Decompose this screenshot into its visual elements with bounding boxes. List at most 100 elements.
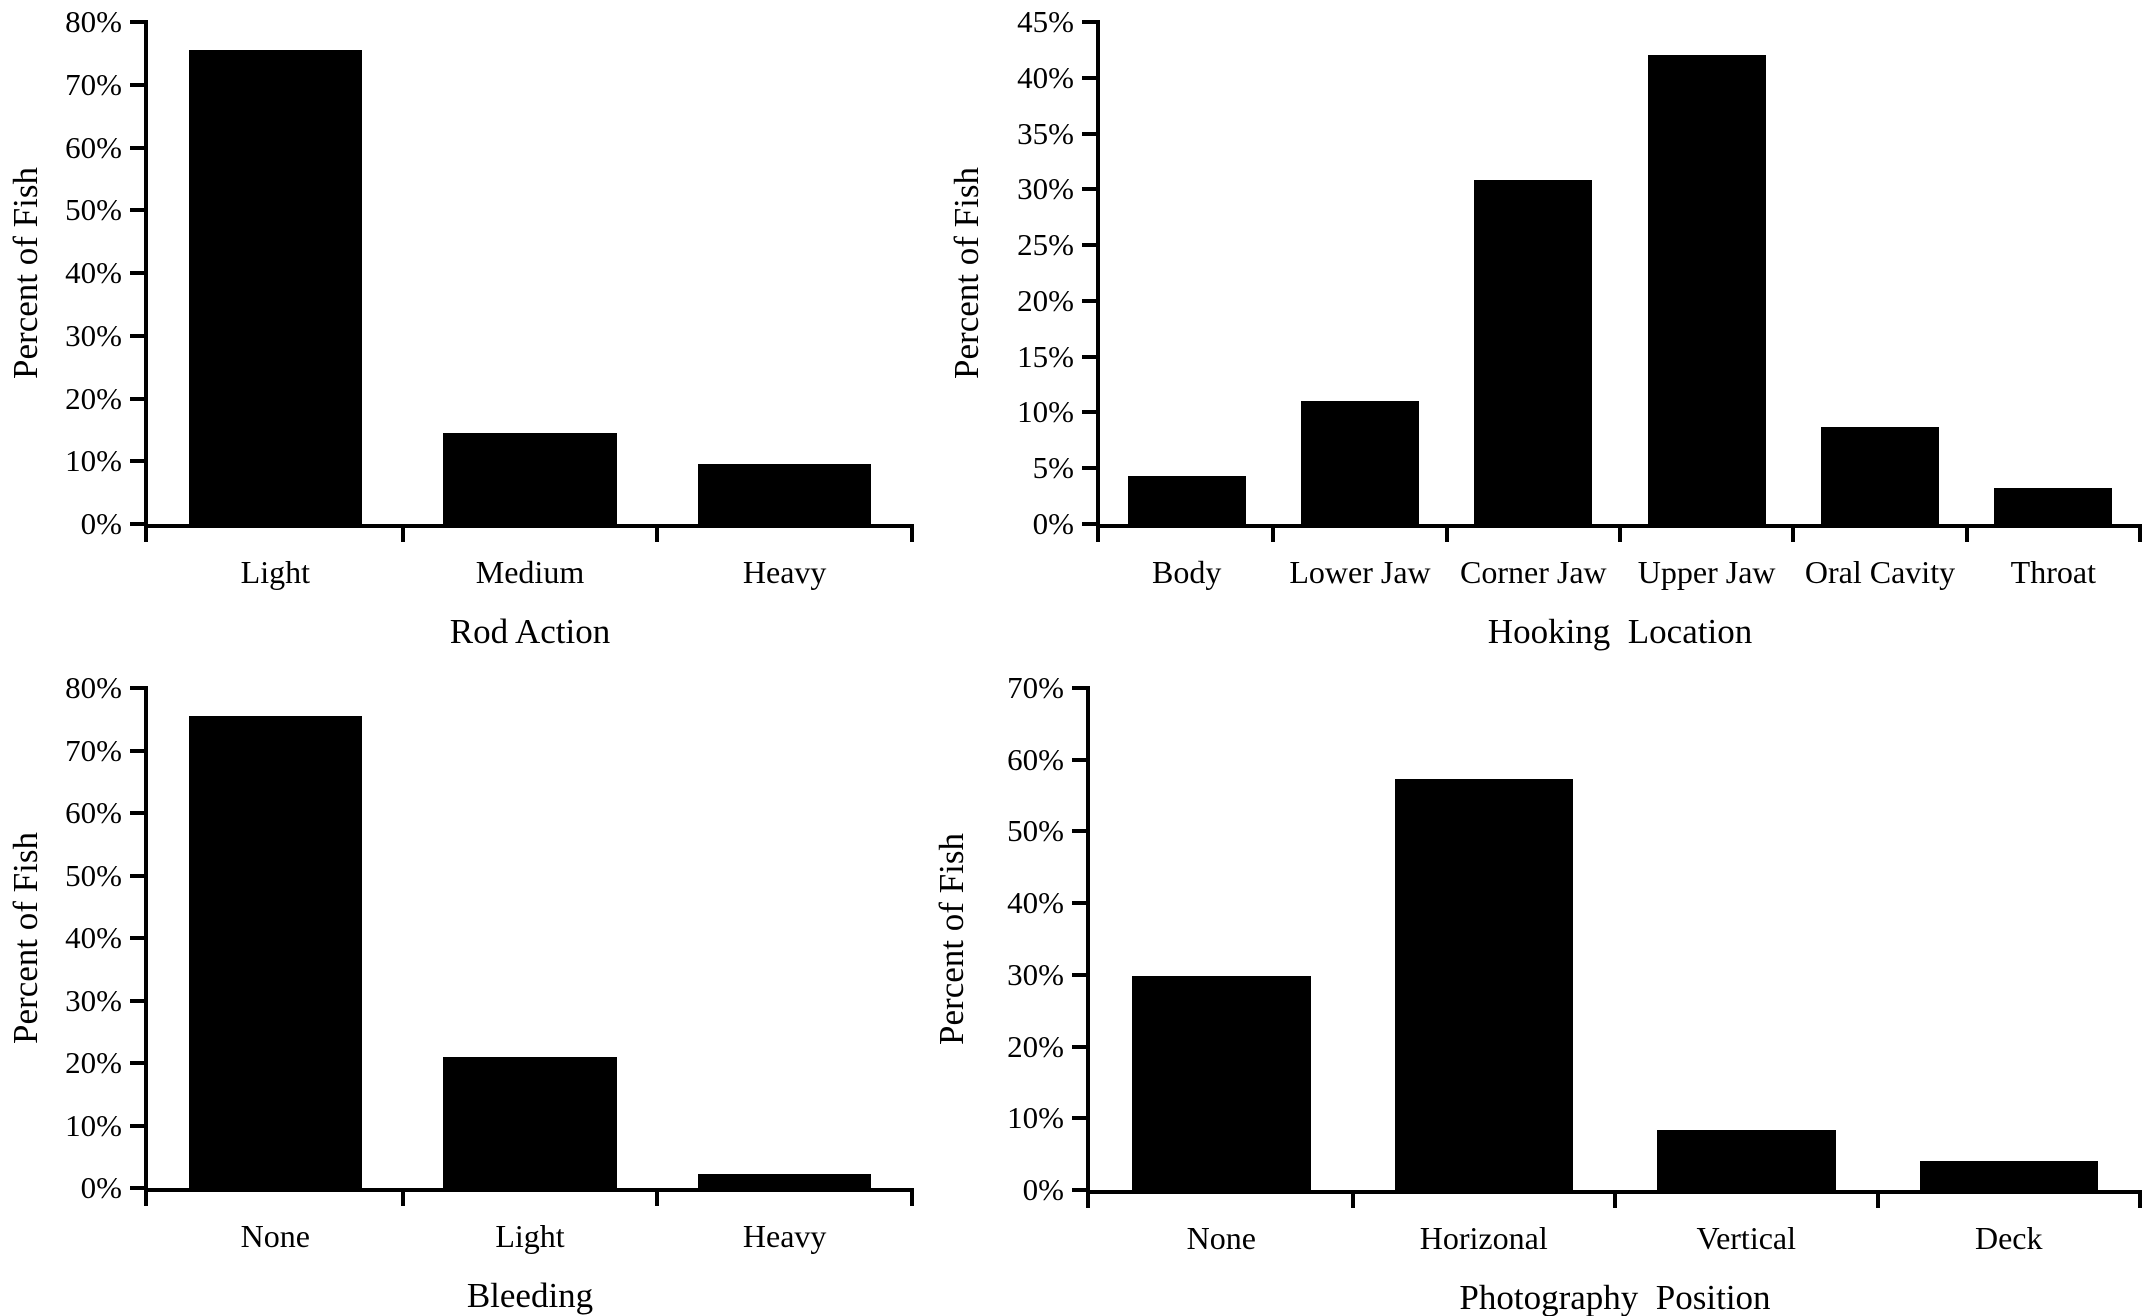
bar-vertical: [1657, 1130, 1836, 1190]
y-tick-label: 20%: [1007, 1028, 1064, 1064]
x-category-label: Heavy: [742, 554, 827, 590]
x-category-label: Oral Cavity: [1804, 554, 1956, 590]
bar-none: [1132, 976, 1311, 1190]
x-tick: [1271, 524, 1276, 542]
bar-lower-jaw: [1301, 401, 1419, 524]
y-tick-label: 70%: [1007, 670, 1064, 705]
y-tick-label: 10%: [65, 443, 122, 479]
y-tick: [130, 271, 144, 275]
y-tick-label: 20%: [65, 1045, 122, 1080]
bar-light: [188, 50, 362, 524]
x-category-label: Lower Jaw: [1289, 554, 1431, 590]
y-tick-label: 50%: [65, 857, 122, 893]
y-tick: [130, 396, 144, 401]
x-tick: [655, 1188, 660, 1206]
y-tick-label: 15%: [1017, 338, 1074, 374]
y-tick-label: 10%: [1007, 1100, 1064, 1136]
y-axis-line: [1096, 20, 1100, 542]
x-category-label: Throat: [2010, 554, 2096, 590]
y-tick: [1082, 20, 1096, 24]
bar-heavy: [698, 464, 872, 524]
bar-body: [1127, 476, 1246, 524]
x-category-label: Light: [495, 1218, 565, 1254]
y-tick: [1082, 187, 1096, 192]
y-tick-label: 30%: [1007, 956, 1064, 992]
y-tick-label: 30%: [1017, 171, 1074, 207]
y-tick-label: 35%: [1017, 115, 1074, 151]
bar-horizonal: [1394, 779, 1573, 1190]
x-category-label: Upper Jaw: [1637, 554, 1776, 590]
y-tick-label: 10%: [1017, 394, 1074, 430]
x-tick: [400, 524, 405, 542]
y-tick: [1082, 466, 1096, 471]
x-axis-line: [144, 1188, 914, 1192]
y-tick: [130, 20, 144, 24]
y-axis-title: Percent of Fish: [932, 833, 971, 1045]
y-tick-label: 45%: [1017, 4, 1074, 39]
y-tick: [1082, 131, 1096, 136]
y-axis-line: [144, 686, 148, 1206]
y-tick: [1072, 901, 1086, 906]
y-tick: [130, 145, 144, 150]
y-tick-label: 0%: [1022, 1172, 1064, 1207]
x-tick: [1613, 1190, 1617, 1208]
bar-corner-jaw: [1474, 180, 1593, 524]
y-tick: [130, 208, 144, 213]
x-tick: [1618, 524, 1622, 542]
y-tick: [130, 459, 144, 464]
bar-oral-cavity: [1821, 426, 1939, 524]
x-axis-title: Bleeding: [466, 1276, 594, 1315]
bar-none: [188, 716, 362, 1188]
y-axis-title: Percent of Fish: [947, 167, 986, 379]
x-category-label: Heavy: [742, 1218, 827, 1254]
y-tick-label: 40%: [1007, 885, 1064, 921]
y-axis-title: Percent of Fish: [6, 167, 45, 379]
x-category-label: Corner Jaw: [1460, 554, 1607, 590]
x-axis-line: [1096, 524, 2142, 528]
y-tick: [1082, 298, 1096, 303]
y-tick: [1072, 1188, 1086, 1192]
y-tick: [1082, 410, 1096, 415]
y-tick-label: 30%: [65, 982, 122, 1018]
y-tick-label: 80%: [65, 670, 122, 705]
x-axis-title: Rod Action: [449, 612, 611, 651]
bar-throat: [1994, 488, 2113, 524]
x-axis-line: [144, 524, 914, 528]
y-tick-label: 70%: [65, 66, 122, 102]
y-tick-label: 80%: [65, 4, 122, 39]
y-tick: [130, 686, 144, 690]
y-tick: [1072, 829, 1086, 834]
x-tick: [1791, 524, 1796, 542]
y-tick: [130, 1061, 144, 1065]
bar-medium: [443, 433, 617, 524]
y-tick-label: 0%: [80, 506, 122, 541]
bar-deck: [1919, 1161, 2098, 1190]
bar-light: [443, 1056, 617, 1188]
y-tick: [130, 1186, 144, 1190]
y-tick-label: 40%: [65, 920, 122, 955]
x-category-label: Deck: [1974, 1220, 2043, 1256]
y-tick: [1082, 522, 1096, 526]
x-tick: [1444, 524, 1449, 542]
y-tick-label: 50%: [1007, 813, 1064, 849]
x-tick: [910, 524, 914, 542]
x-axis-title: Hooking Location: [1487, 612, 1753, 651]
y-tick-label: 60%: [65, 795, 122, 830]
y-tick: [130, 936, 144, 940]
x-category-label: Light: [240, 554, 310, 590]
y-tick: [1072, 1116, 1086, 1121]
x-tick: [655, 524, 660, 542]
x-tick: [910, 1188, 914, 1206]
y-tick-label: 20%: [1017, 282, 1074, 318]
y-tick-label: 50%: [65, 192, 122, 228]
y-tick: [130, 333, 144, 338]
y-tick: [1082, 354, 1096, 359]
y-tick-label: 25%: [1017, 227, 1074, 263]
y-tick-label: 30%: [65, 317, 122, 353]
x-tick: [400, 1188, 405, 1206]
y-tick: [1072, 757, 1086, 762]
